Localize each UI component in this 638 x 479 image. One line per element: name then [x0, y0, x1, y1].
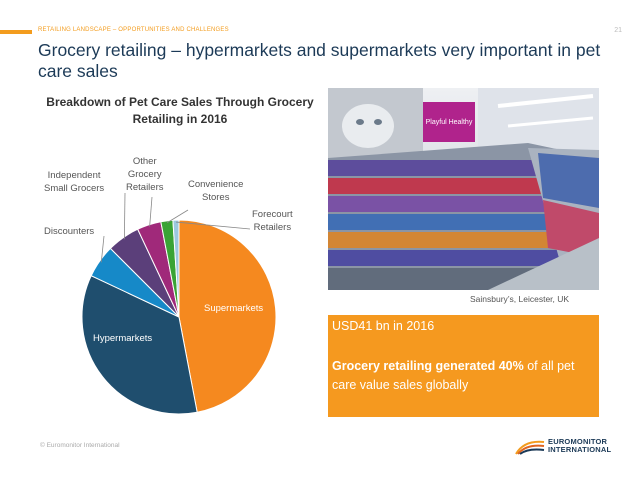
footer-copyright: © Euromonitor International [40, 442, 120, 449]
label-line: Retailers [126, 182, 164, 193]
page-number: 21 [614, 27, 622, 34]
callout-value: USD41 bn in 2016 [332, 319, 435, 333]
label-forecourt-retailers: Forecourt Retailers [252, 208, 293, 234]
label-line: Discounters [44, 226, 95, 237]
photo-caption: Sainsbury’s, Leicester, UK [470, 294, 570, 304]
label-line: Hypermarkets [93, 333, 153, 344]
slide-title: Grocery retailing – hypermarkets and sup… [38, 40, 601, 81]
label-other-grocery-retailers: Other Grocery Retailers [126, 155, 164, 194]
label-supermarkets: Supermarkets [204, 303, 263, 314]
label-line: Stores [202, 192, 230, 203]
header-accent-bar [0, 30, 32, 34]
label-line: Retailers [253, 222, 292, 233]
logo-text: EUROMONITOR INTERNATIONAL [548, 438, 611, 454]
leader-line-independent-small-grocers [123, 192, 126, 240]
callout-box: USD41 bn in 2016 Grocery retailing gener… [328, 315, 599, 417]
callout-text-bold: Grocery retailing generated 40% [332, 359, 524, 373]
store-photo: Playful Healthy [328, 88, 599, 290]
leader-line-convenience-stores [166, 209, 189, 224]
label-discounters: Discounters [44, 225, 94, 238]
shelf-sign-text: Playful Healthy [426, 119, 473, 126]
label-line: Convenience [188, 179, 244, 190]
section-label: RETAILING LANDSCAPE – OPPORTUNITIES AND … [38, 27, 229, 33]
label-line: Forecourt [252, 209, 293, 220]
callout-text: Grocery retailing generated 40% of all p… [332, 357, 592, 395]
label-independent-small-grocers: Independent Small Grocers [44, 169, 104, 195]
euromonitor-logo: EUROMONITOR INTERNATIONAL [514, 438, 611, 456]
leader-line-forecourt-retailers [175, 221, 251, 230]
label-convenience-stores: Convenience Stores [188, 178, 243, 204]
logo-icon [515, 440, 545, 455]
label-line: Grocery [127, 169, 162, 180]
pie-slice-supermarkets [178, 219, 277, 413]
label-line: Other [132, 156, 157, 167]
label-line: Independent [47, 170, 101, 181]
label-line: Supermarkets [204, 303, 264, 314]
leader-line-discounters [100, 235, 105, 263]
leader-line-other-grocery-retailers [149, 196, 153, 227]
callout-text-rest: of all pet care value sales globally [332, 359, 575, 392]
pie-slice-forecourt-retailers [172, 219, 180, 318]
pie-slice-hypermarkets [81, 275, 198, 415]
logo-line-1: EUROMONITOR [548, 437, 608, 446]
logo-line-2: INTERNATIONAL [548, 445, 612, 454]
chart-title: Breakdown of Pet Care Sales Through Groc… [46, 95, 314, 126]
label-hypermarkets: Hypermarkets [93, 333, 152, 344]
label-line: Small Grocers [44, 183, 105, 194]
